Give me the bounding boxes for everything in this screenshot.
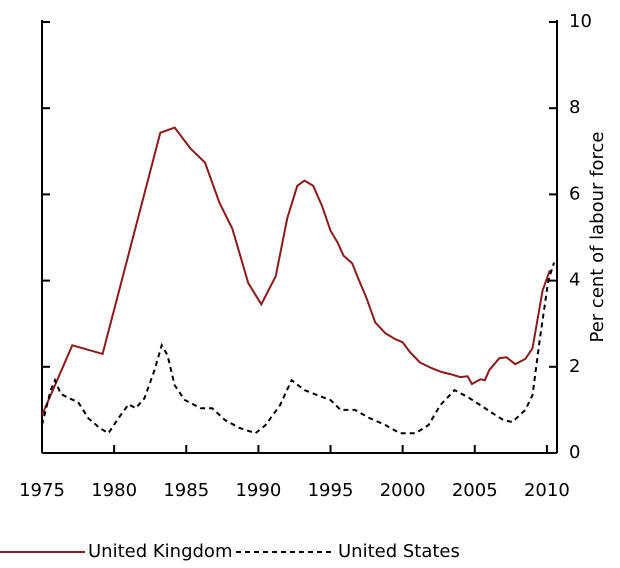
y-tick-label: 6 xyxy=(569,183,580,204)
x-tick-label: 2000 xyxy=(380,480,426,501)
x-tick-label: 1985 xyxy=(163,480,209,501)
y-tick-label: 4 xyxy=(569,270,580,291)
series-line xyxy=(41,126,551,416)
x-tick-label: 1990 xyxy=(235,480,281,501)
x-tick-label: 1975 xyxy=(19,480,65,501)
legend-label: United States xyxy=(338,541,460,562)
y-tick-label: 10 xyxy=(569,11,592,32)
y-tick-label: 0 xyxy=(569,442,580,463)
legend-label: United Kingdom xyxy=(88,541,232,562)
x-tick-label: 1980 xyxy=(91,480,137,501)
y-axis-label: Per cent of labour force xyxy=(587,132,608,343)
x-tick-label: 2010 xyxy=(524,480,570,501)
x-tick-label: 1995 xyxy=(308,480,354,501)
x-tick-label: 2005 xyxy=(452,480,498,501)
y-tick-label: 2 xyxy=(569,356,580,377)
y-tick-label: 8 xyxy=(569,97,580,118)
